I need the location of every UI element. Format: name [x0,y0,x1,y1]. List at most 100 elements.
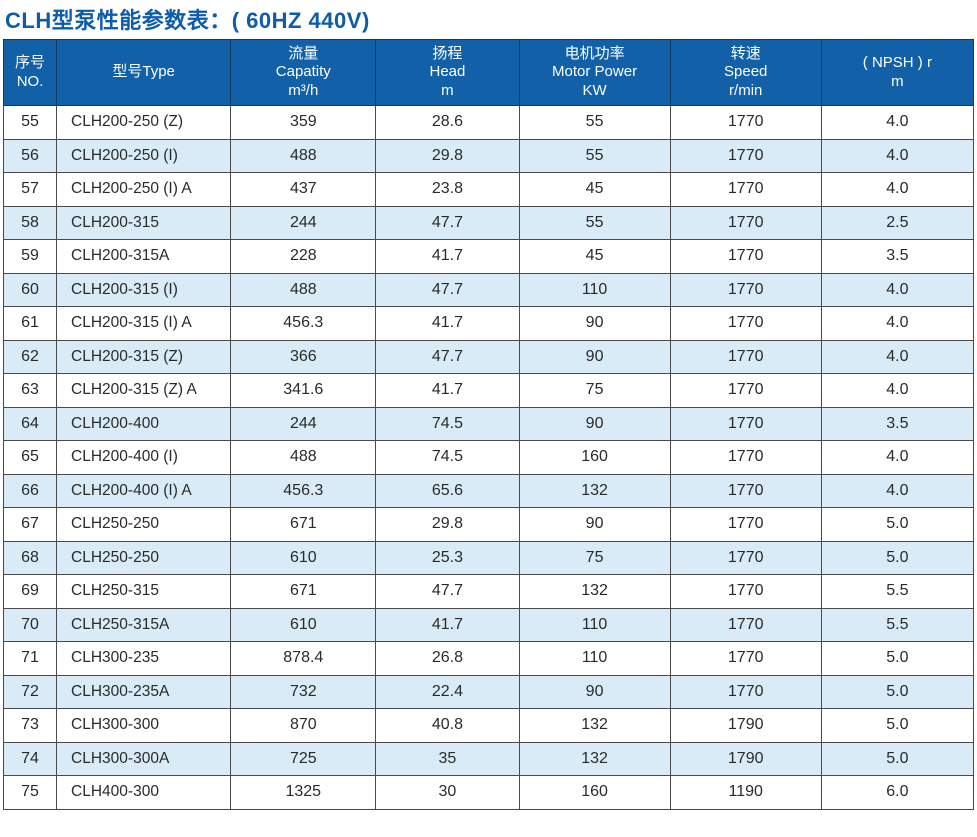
cell-speed: 1770 [669,306,822,341]
cell-npsh: 4.0 [820,373,975,408]
cell-capacity: 870 [230,708,377,743]
cell-speed: 1770 [669,507,822,542]
cell-head: 74.5 [375,440,520,475]
table-row: 72 CLH300-235A 732 22.4 90 1770 5.0 [2,674,975,709]
cell-npsh: 5.0 [820,674,975,709]
cell-head: 65.6 [375,473,520,508]
cell-power: 110 [518,272,671,307]
table-row: 63 CLH200-315 (Z) A 341.6 41.7 75 1770 4.0 [2,373,975,408]
cell-no: 70 [2,607,58,642]
cell-no: 75 [2,775,58,810]
cell-npsh: 4.0 [820,172,975,207]
cell-power: 90 [518,507,671,542]
cell-head: 47.7 [375,205,520,240]
cell-power: 90 [518,406,671,441]
cell-head: 47.7 [375,574,520,609]
table-row: 64 CLH200-400 244 74.5 90 1770 3.5 [2,406,975,441]
header-line: Speed [724,63,768,81]
cell-no: 66 [2,473,58,508]
cell-no: 58 [2,205,58,240]
cell-power: 132 [518,741,671,776]
cell-capacity: 610 [230,540,377,575]
cell-npsh: 4.0 [820,272,975,307]
column-header-head: 扬程 Head m [375,39,520,106]
cell-type: CLH200-315 (Z) A [56,373,232,408]
cell-type: CLH400-300 [56,775,232,810]
cell-type: CLH200-250 (Z) [56,105,232,140]
cell-head: 41.7 [375,306,520,341]
cell-speed: 1770 [669,272,822,307]
cell-type: CLH250-315A [56,607,232,642]
cell-type: CLH200-250 (I) [56,138,232,173]
column-header-power: 电机功率 Motor Power KW [518,39,671,106]
cell-head: 47.7 [375,339,520,374]
cell-npsh: 4.0 [820,339,975,374]
table-row: 62 CLH200-315 (Z) 366 47.7 90 1770 4.0 [2,339,975,374]
cell-power: 90 [518,306,671,341]
header-line: Motor Power [552,63,638,81]
table-row: 57 CLH200-250 (I) A 437 23.8 45 1770 4.0 [2,172,975,207]
cell-capacity: 244 [230,205,377,240]
cell-head: 23.8 [375,172,520,207]
cell-head: 29.8 [375,138,520,173]
table-row: 61 CLH200-315 (I) A 456.3 41.7 90 1770 4.0 [2,306,975,341]
cell-speed: 1770 [669,540,822,575]
column-header-capacity: 流量 Capatity m³/h [230,39,377,106]
cell-capacity: 671 [230,507,377,542]
cell-npsh: 5.0 [820,708,975,743]
cell-no: 59 [2,239,58,274]
cell-type: CLH300-235 [56,641,232,676]
cell-type: CLH200-400 (I) A [56,473,232,508]
cell-speed: 1790 [669,708,822,743]
table-body: 55 CLH200-250 (Z) 359 28.6 55 1770 4.0 56 CLH200… [2,105,975,810]
cell-power: 45 [518,239,671,274]
cell-npsh: 4.0 [820,306,975,341]
table-row: 55 CLH200-250 (Z) 359 28.6 55 1770 4.0 [2,105,975,140]
cell-capacity: 878.4 [230,641,377,676]
cell-speed: 1770 [669,172,822,207]
cell-npsh: 5.0 [820,507,975,542]
header-row: 序号 NO. 型号Type 流量 Capatity m³/h 扬程 Head m 电机功率 Moto… [2,39,975,106]
cell-type: CLH200-400 (I) [56,440,232,475]
cell-power: 132 [518,574,671,609]
cell-no: 64 [2,406,58,441]
cell-no: 71 [2,641,58,676]
cell-power: 45 [518,172,671,207]
cell-type: CLH200-315 (I) A [56,306,232,341]
table-row: 66 CLH200-400 (I) A 456.3 65.6 132 1770 4.0 [2,473,975,508]
cell-npsh: 3.5 [820,406,975,441]
cell-type: CLH250-250 [56,507,232,542]
header-line: m³/h [288,81,319,99]
cell-no: 56 [2,138,58,173]
cell-head: 26.8 [375,641,520,676]
table-row: 60 CLH200-315 (I) 488 47.7 110 1770 4.0 [2,272,975,307]
column-header-type: 型号Type [56,39,232,106]
cell-type: CLH250-250 [56,540,232,575]
table-row: 69 CLH250-315 671 47.7 132 1770 5.5 [2,574,975,609]
header-line: KW [582,81,607,99]
cell-type: CLH200-400 [56,406,232,441]
cell-speed: 1790 [669,741,822,776]
cell-speed: 1770 [669,105,822,140]
header-line: ( NPSH ) r [862,54,932,72]
cell-head: 30 [375,775,520,810]
header-line: r/min [729,81,763,99]
cell-head: 74.5 [375,406,520,441]
cell-power: 55 [518,105,671,140]
cell-speed: 1770 [669,607,822,642]
cell-type: CLH300-235A [56,674,232,709]
table-header: 序号 NO. 型号Type 流量 Capatity m³/h 扬程 Head m 电机功率 Moto… [2,39,975,106]
cell-no: 63 [2,373,58,408]
cell-speed: 1770 [669,440,822,475]
table-row: 56 CLH200-250 (I) 488 29.8 55 1770 4.0 [2,138,975,173]
cell-no: 74 [2,741,58,776]
cell-capacity: 341.6 [230,373,377,408]
cell-speed: 1770 [669,674,822,709]
cell-speed: 1770 [669,205,822,240]
cell-head: 40.8 [375,708,520,743]
cell-no: 55 [2,105,58,140]
header-line: m [891,72,904,90]
cell-no: 69 [2,574,58,609]
cell-capacity: 359 [230,105,377,140]
